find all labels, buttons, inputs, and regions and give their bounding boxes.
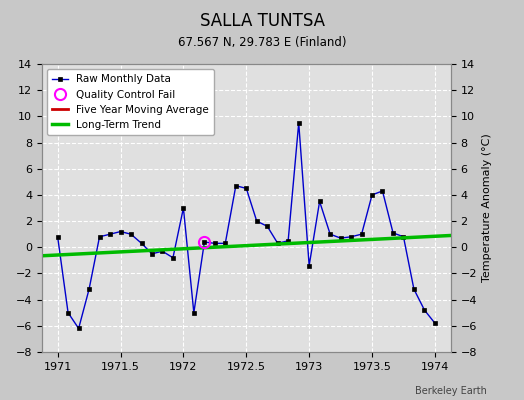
Raw Monthly Data	[138, 241, 145, 246]
Raw Monthly Data	[337, 236, 344, 240]
Raw Monthly Data	[191, 310, 197, 315]
Raw Monthly Data	[75, 326, 82, 331]
Line: Raw Monthly Data: Raw Monthly Data	[56, 121, 437, 330]
Raw Monthly Data	[306, 263, 312, 268]
Raw Monthly Data	[149, 252, 155, 256]
Raw Monthly Data	[159, 249, 166, 254]
Raw Monthly Data	[400, 234, 407, 239]
Raw Monthly Data	[212, 241, 218, 246]
Raw Monthly Data	[348, 234, 354, 239]
Raw Monthly Data	[96, 234, 103, 239]
Text: SALLA TUNTSA: SALLA TUNTSA	[200, 12, 324, 30]
Text: 67.567 N, 29.783 E (Finland): 67.567 N, 29.783 E (Finland)	[178, 36, 346, 49]
Raw Monthly Data	[86, 287, 92, 292]
Raw Monthly Data	[65, 310, 71, 315]
Raw Monthly Data	[107, 232, 113, 236]
Raw Monthly Data	[411, 287, 417, 292]
Raw Monthly Data	[379, 188, 386, 193]
Raw Monthly Data	[222, 241, 228, 246]
Raw Monthly Data	[201, 240, 208, 244]
Raw Monthly Data	[432, 321, 438, 326]
Raw Monthly Data	[128, 232, 134, 236]
Raw Monthly Data	[275, 241, 281, 246]
Raw Monthly Data	[316, 199, 323, 204]
Raw Monthly Data	[254, 219, 260, 224]
Raw Monthly Data	[243, 186, 249, 191]
Text: Berkeley Earth: Berkeley Earth	[416, 386, 487, 396]
Raw Monthly Data	[369, 192, 375, 197]
Raw Monthly Data	[170, 255, 176, 260]
Raw Monthly Data	[390, 230, 396, 235]
Raw Monthly Data	[296, 120, 302, 125]
Raw Monthly Data	[233, 183, 239, 188]
Raw Monthly Data	[117, 229, 124, 234]
Raw Monthly Data	[285, 238, 291, 243]
Raw Monthly Data	[180, 206, 187, 210]
Y-axis label: Temperature Anomaly (°C): Temperature Anomaly (°C)	[483, 134, 493, 282]
Legend: Raw Monthly Data, Quality Control Fail, Five Year Moving Average, Long-Term Tren: Raw Monthly Data, Quality Control Fail, …	[47, 69, 214, 135]
Raw Monthly Data	[264, 224, 270, 229]
Raw Monthly Data	[358, 232, 365, 236]
Raw Monthly Data	[54, 234, 61, 239]
Raw Monthly Data	[421, 308, 428, 312]
Raw Monthly Data	[327, 232, 333, 236]
